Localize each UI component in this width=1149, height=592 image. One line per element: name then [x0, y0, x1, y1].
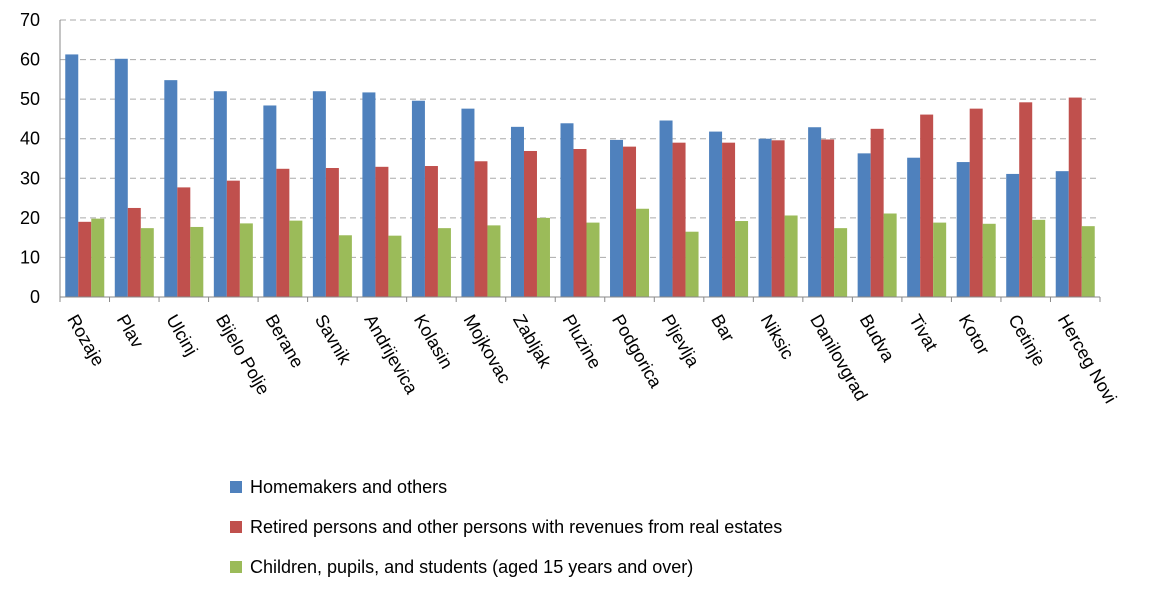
y-tick-label: 30 — [20, 168, 40, 188]
bar — [857, 153, 871, 297]
y-tick-label: 10 — [20, 247, 40, 267]
bar — [870, 128, 884, 297]
bar — [907, 157, 921, 297]
bar — [821, 139, 835, 297]
x-tick-label: Podgorica — [608, 311, 666, 392]
bar — [289, 220, 303, 297]
bar — [735, 221, 749, 297]
bar — [758, 138, 772, 297]
bar — [1032, 219, 1046, 297]
legend-swatch — [230, 481, 242, 493]
bar — [808, 127, 822, 297]
x-tick-label: Plav — [113, 311, 148, 351]
bar — [388, 235, 402, 297]
bar — [672, 142, 686, 297]
bar — [610, 139, 624, 297]
bar — [510, 126, 524, 297]
bar — [982, 223, 996, 297]
legend-label: Homemakers and others — [250, 477, 447, 497]
legend-swatch — [230, 561, 242, 573]
bar — [263, 105, 277, 297]
bar — [969, 108, 983, 297]
bar — [722, 142, 736, 297]
bar — [659, 120, 673, 297]
x-tick-label: Niksic — [757, 311, 798, 363]
bar — [411, 100, 425, 298]
x-tick-label: Pluzine — [559, 311, 606, 372]
x-tick-label: Kotor — [955, 311, 994, 358]
bar — [920, 114, 934, 297]
bar — [65, 54, 79, 298]
bar — [1055, 171, 1069, 297]
bar — [956, 162, 970, 297]
x-tick-label: Savnik — [311, 311, 356, 369]
legend-label: Children, pupils, and students (aged 15 … — [250, 557, 693, 577]
bar — [127, 207, 141, 297]
x-tick-label: Rozaje — [63, 311, 108, 370]
bar — [375, 166, 389, 297]
bar — [177, 187, 191, 297]
x-tick-label: Ulcinj — [162, 311, 201, 359]
y-tick-label: 20 — [20, 208, 40, 228]
bar — [487, 225, 501, 297]
bar — [474, 161, 488, 297]
x-tick-label: Budva — [856, 311, 899, 366]
bar — [437, 228, 451, 297]
legend-swatch — [230, 521, 242, 533]
bar — [461, 108, 475, 297]
x-tick-label: Tivat — [905, 311, 941, 354]
bar — [276, 168, 290, 297]
legend-label: Retired persons and other persons with r… — [250, 517, 782, 537]
y-tick-label: 40 — [20, 129, 40, 149]
bar — [536, 217, 550, 297]
bar — [834, 228, 848, 297]
bar — [560, 123, 574, 297]
bar — [771, 140, 785, 297]
bar — [1068, 97, 1082, 297]
bar — [573, 149, 587, 297]
x-tick-label: Kolasin — [410, 311, 457, 372]
x-tick-label: Bar — [707, 311, 738, 345]
bar — [424, 166, 438, 297]
bar — [685, 231, 699, 297]
x-tick-label: Cetinje — [1004, 311, 1049, 370]
x-tick-label: Pljevlja — [658, 311, 704, 371]
bar — [523, 150, 537, 297]
bar — [190, 226, 204, 297]
bar — [338, 235, 352, 297]
bar — [883, 213, 897, 297]
bar — [164, 80, 178, 297]
y-tick-label: 60 — [20, 50, 40, 70]
bar — [933, 222, 947, 297]
bar — [325, 167, 339, 297]
x-tick-label: Herceg Novi — [1054, 311, 1121, 407]
x-tick-label: Berane — [261, 311, 307, 371]
bar — [586, 222, 600, 297]
bar — [78, 221, 92, 297]
bar — [623, 146, 637, 297]
y-tick-label: 50 — [20, 89, 40, 109]
y-tick-label: 70 — [20, 10, 40, 30]
bar — [226, 180, 240, 297]
bar — [709, 131, 723, 297]
bar — [1019, 102, 1033, 298]
bar — [1006, 173, 1020, 297]
bar — [312, 91, 326, 297]
bar — [140, 228, 154, 297]
bar — [213, 91, 227, 297]
bar — [636, 208, 650, 297]
bar — [239, 223, 253, 297]
bar — [91, 218, 105, 297]
x-tick-label: Zabljak — [509, 311, 556, 372]
bar — [1081, 226, 1095, 297]
bar — [114, 58, 128, 297]
x-tick-label: Mojkovac — [459, 311, 514, 387]
bar — [362, 92, 376, 297]
y-tick-label: 0 — [30, 287, 40, 307]
bar — [784, 215, 798, 297]
